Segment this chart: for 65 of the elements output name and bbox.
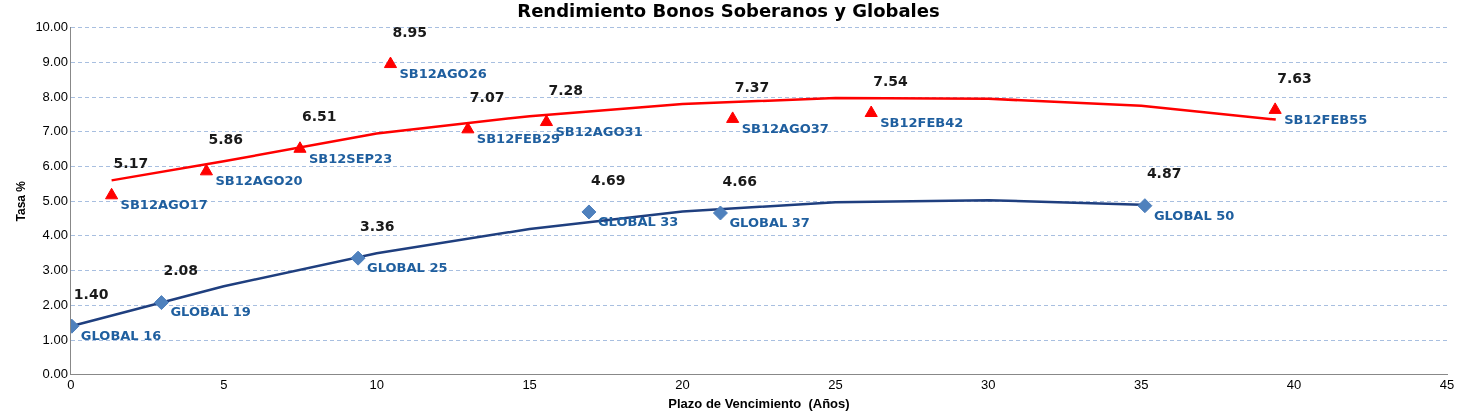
data-label: 7.63 [1277, 69, 1312, 86]
y-tick-label: 5.00 [42, 192, 68, 208]
y-tick-label: 2.00 [42, 296, 68, 312]
point [383, 56, 398, 69]
y-tick-label: 8.00 [42, 88, 68, 104]
point [293, 141, 307, 153]
annotation: GLOBAL 33 [597, 213, 679, 229]
data-label: 2.08 [163, 262, 198, 279]
point [581, 204, 597, 220]
y-tick-label: 1.00 [42, 331, 68, 347]
annotation: SB12AGO26 [399, 65, 487, 81]
x-tick-label: 15 [522, 377, 537, 393]
point [539, 114, 553, 127]
point [350, 250, 366, 266]
data-label: 8.95 [392, 23, 428, 40]
point [864, 105, 878, 118]
y-tick-label: 0.00 [42, 366, 68, 382]
data-label: 7.37 [734, 78, 770, 95]
x-tick-label: 20 [675, 377, 690, 393]
data-label: 3.36 [360, 217, 395, 234]
y-tick-label: 10.00 [35, 19, 68, 35]
annotation: SB12FEB55 [1284, 111, 1368, 127]
point [1268, 102, 1282, 114]
annotation: GLOBAL 37 [729, 214, 810, 230]
x-tick-label: 25 [828, 377, 843, 393]
y-tick-label: 9.00 [42, 53, 68, 69]
x-tick-label: 40 [1286, 377, 1302, 393]
x-axis-title: Plazo de Vencimiento (Años) [668, 395, 850, 411]
data-label: 7.54 [873, 72, 908, 89]
x-tick-label: 35 [1133, 377, 1149, 393]
annotation: SB12AGO20 [215, 173, 303, 189]
x-tick-label: 0 [67, 377, 75, 393]
annotation: GLOBAL 19 [170, 304, 251, 320]
data-label: 6.51 [301, 108, 337, 125]
point [712, 205, 728, 221]
chart-title: Rendimiento Bonos Soberanos y Globales [517, 0, 940, 22]
data-label: 4.66 [722, 172, 757, 189]
point [105, 187, 119, 200]
y-tick-label: 3.00 [42, 262, 68, 278]
y-tick-label: 6.00 [42, 158, 68, 174]
data-label: 4.69 [590, 171, 626, 188]
data-label: 7.28 [548, 81, 583, 98]
data-label: 7.07 [469, 88, 505, 105]
point [153, 295, 169, 311]
annotation: SB12SEP23 [308, 150, 393, 166]
x-tick-label: 5 [220, 377, 228, 393]
point [199, 163, 213, 176]
y-axis-title: Tasa % [13, 180, 28, 222]
data-label: 5.17 [113, 154, 149, 171]
data-label: 4.87 [1146, 165, 1182, 182]
annotation: SB12FEB42 [880, 114, 964, 130]
x-tick-label: 10 [369, 377, 384, 393]
y-tick-label: 4.00 [42, 227, 68, 243]
annotation: GLOBAL 25 [367, 260, 448, 276]
point [1137, 198, 1153, 214]
data-label: 1.40 [73, 285, 109, 302]
annotation: SB12AGO37 [741, 120, 829, 136]
annotation: GLOBAL 16 [80, 328, 162, 344]
x-tick-label: 45 [1439, 377, 1455, 393]
annotation: GLOBAL 50 [1153, 207, 1235, 223]
annotation: SB12AGO17 [120, 197, 208, 213]
x-tick-label: 30 [981, 377, 996, 393]
point [726, 111, 740, 123]
data-label: 5.86 [208, 130, 243, 147]
y-tick-label: 7.00 [42, 123, 68, 139]
